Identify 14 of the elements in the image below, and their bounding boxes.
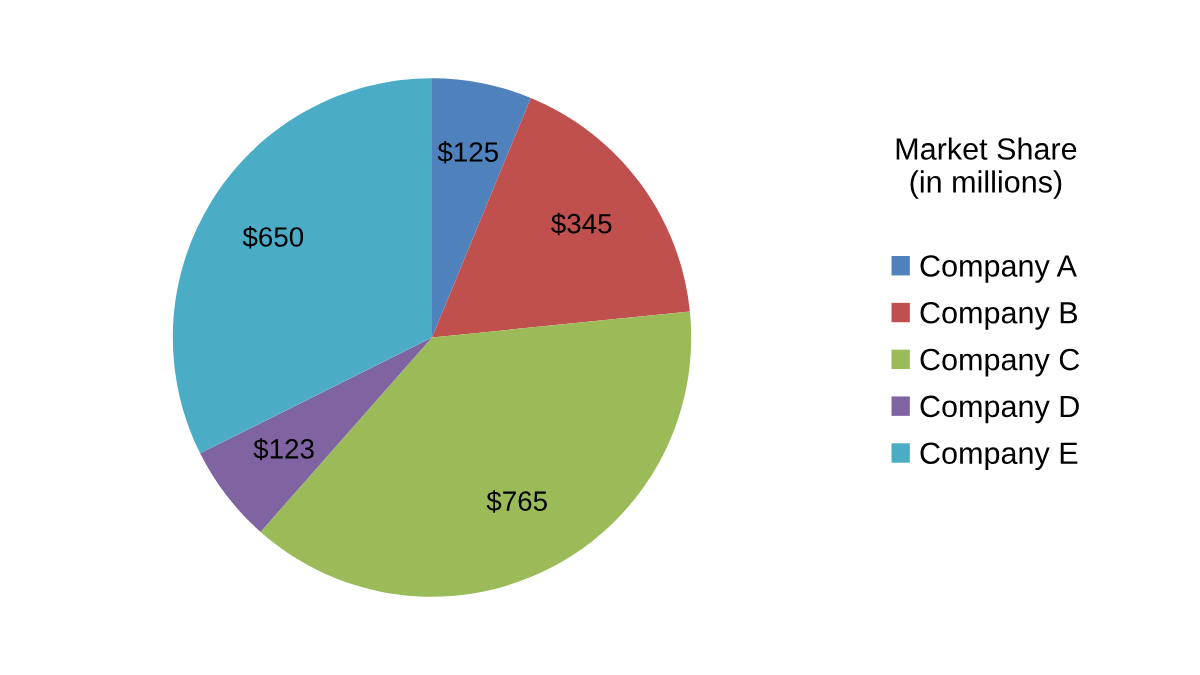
data-label: $345 xyxy=(551,212,612,236)
legend-label: Company D xyxy=(920,395,1079,424)
legend-label: Company C xyxy=(920,348,1080,377)
pie-slice xyxy=(432,97,690,338)
pie-slice xyxy=(432,78,531,338)
data-label: $123 xyxy=(253,437,314,461)
data-label: $650 xyxy=(242,225,304,249)
data-label: $125 xyxy=(437,141,498,164)
legend-label: Company B xyxy=(920,301,1078,330)
legend-label: Company E xyxy=(920,442,1078,471)
legend-title: Market Share (in millions) xyxy=(896,137,1077,199)
legend-label: Company A xyxy=(920,255,1077,283)
pie-slice xyxy=(200,337,432,532)
data-label: $765 xyxy=(486,490,547,513)
